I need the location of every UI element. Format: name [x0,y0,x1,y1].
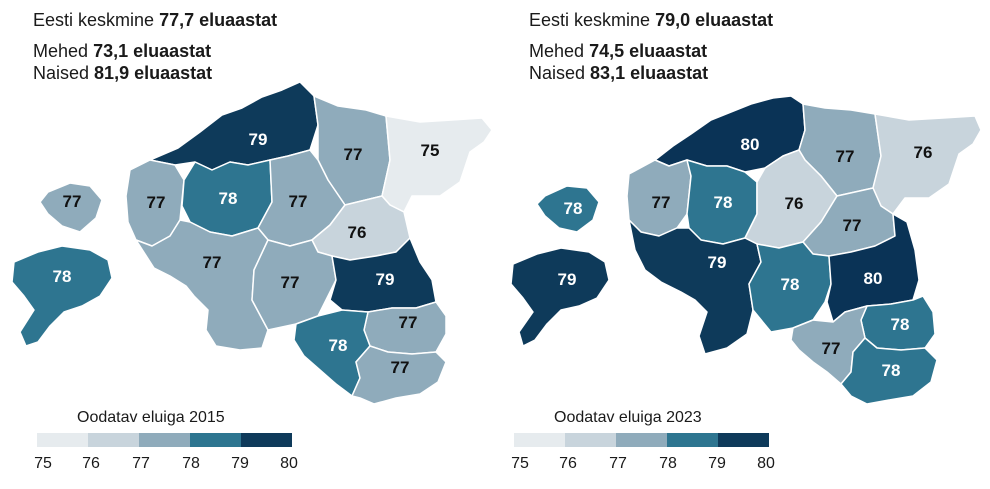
legend-swatch-75 [37,433,88,447]
label-voru: 78 [882,361,901,380]
legend-tick: 80 [757,455,775,472]
legend-swatch-79 [241,433,292,447]
legend-tick: 76 [559,455,577,472]
region-rapla: 78 [686,159,758,245]
women-value: 81,9 eluaastat [94,63,213,83]
label-valga: 78 [329,336,348,355]
label-laane-viru: 77 [836,147,855,166]
region-polva: 77 [363,301,447,355]
region-voru: 77 [351,345,447,405]
legend-swatch-77 [616,433,667,447]
label-jogeva: 76 [348,223,367,242]
region-ida-viru: 75 [381,115,493,213]
women-label: Naised [33,63,90,83]
label-jarva: 77 [289,192,308,211]
legend-scale [37,433,292,447]
region-hiiu: 78 [536,185,600,233]
estonia-map-2015: 79 77 75 77 77 78 77 76 [11,81,493,405]
women-stat: Naised 83,1 eluaastat [529,62,708,84]
label-hiiu: 78 [564,199,583,218]
women-value: 83,1 eluaastat [590,63,709,83]
legend-tick: 75 [511,455,529,472]
legend-tick: 76 [82,455,100,472]
men-value: 73,1 eluaastat [93,41,212,61]
region-laane-viru: 77 [798,103,882,197]
region-laane: 77 [125,159,185,247]
label-harju: 80 [741,135,760,154]
label-ida-viru: 75 [421,141,440,160]
label-parnu: 79 [708,253,727,272]
region-voru: 78 [840,337,938,405]
women-stat: Naised 81,9 eluaastat [33,62,212,84]
legend-tick: 78 [182,455,200,472]
label-harju: 79 [249,130,268,149]
men-value: 74,5 eluaastat [589,41,708,61]
label-polva: 77 [399,313,418,332]
label-viljandi: 78 [781,275,800,294]
men-label: Mehed [33,41,89,61]
legend-swatch-76 [565,433,616,447]
legend-tick: 77 [609,455,627,472]
national-average: Eesti keskmine 79,0 eluaastat [529,9,773,31]
legend-tick: 75 [34,455,52,472]
label-ida-viru: 76 [914,143,933,162]
region-laane: 77 [626,159,692,237]
map-panel-2015: Eesti keskmine 77,7 eluaastat Mehed 73,1… [11,9,493,472]
legend-tick: 79 [708,455,726,472]
region-saare: 79 [510,247,610,347]
label-laane: 77 [652,193,671,212]
label-voru: 77 [391,358,410,377]
region-viljandi: 78 [748,241,832,333]
legend-tick: 79 [231,455,249,472]
map-panel-2023: Eesti keskmine 79,0 eluaastat Mehed 74,5… [495,0,990,489]
legend-swatch-75 [514,433,565,447]
legend-scale [514,433,769,447]
label-saare: 78 [53,267,72,286]
label-saare: 79 [558,270,577,289]
men-stat: Mehed 73,1 eluaastat [33,40,211,62]
estonia-map-2023: 80 77 76 78 77 78 76 77 [510,95,982,405]
legend-swatch-76 [88,433,139,447]
label-laane: 77 [147,193,166,212]
women-label: Naised [529,63,586,83]
label-laane-viru: 77 [344,145,363,164]
region-saare: 78 [11,245,113,347]
average-label: Eesti keskmine [33,10,155,30]
label-viljandi: 77 [281,273,300,292]
label-parnu: 77 [203,253,222,272]
label-rapla: 78 [714,193,733,212]
average-value: 79,0 eluaastat [655,10,774,30]
legend-tick: 80 [280,455,298,472]
region-tartu: 80 [826,213,920,323]
region-ida-viru: 76 [872,113,982,215]
men-label: Mehed [529,41,585,61]
legend-swatch-78 [190,433,241,447]
legend-title: Oodatav eluiga 2015 [77,409,225,426]
average-value: 77,7 eluaastat [159,10,278,30]
legend-title: Oodatav eluiga 2023 [554,409,702,426]
region-parnu: 79 [628,219,762,355]
region-hiiu: 77 [39,182,103,233]
label-tartu: 79 [376,270,395,289]
label-valga: 77 [822,339,841,358]
label-jarva: 76 [785,194,804,213]
label-hiiu: 77 [63,192,82,211]
legend-tick: 78 [659,455,677,472]
region-tartu: 79 [329,237,437,313]
label-jogeva: 77 [843,216,862,235]
region-viljandi: 77 [251,239,337,331]
legend-swatch-79 [718,433,769,447]
legend-swatch-77 [139,433,190,447]
national-average: Eesti keskmine 77,7 eluaastat [33,9,277,31]
men-stat: Mehed 74,5 eluaastat [529,40,707,62]
label-tartu: 80 [864,269,883,288]
label-polva: 78 [891,315,910,334]
legend-swatch-78 [667,433,718,447]
legend-tick: 77 [132,455,150,472]
label-rapla: 78 [219,189,238,208]
average-label: Eesti keskmine [529,10,651,30]
